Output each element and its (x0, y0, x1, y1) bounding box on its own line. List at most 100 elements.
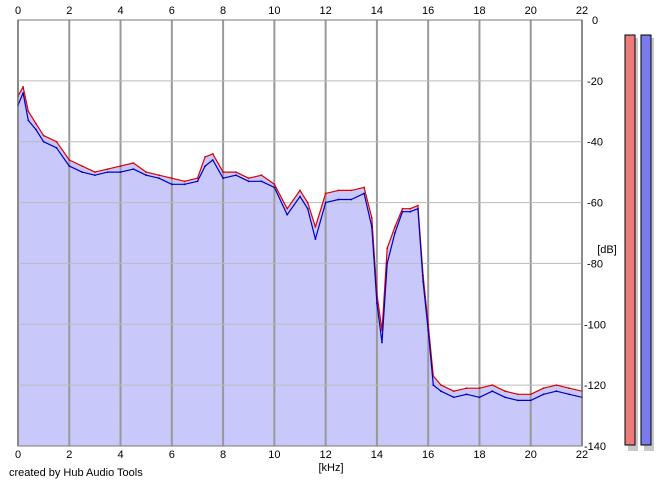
series-point (417, 207, 419, 210)
series-point (55, 146, 58, 149)
y-tick-label: -120 (584, 380, 606, 392)
series-point (394, 226, 396, 228)
series-point (106, 171, 109, 174)
series-point (196, 180, 199, 183)
plot-frame (17, 19, 583, 447)
series-point (204, 156, 207, 158)
series-point (337, 198, 340, 201)
series-point (247, 180, 250, 183)
series-point (409, 207, 412, 210)
footer-credit: created by Hub Audio Tools (9, 467, 143, 479)
x-tick-label-bottom: 16 (422, 449, 434, 461)
meter-left (624, 34, 636, 446)
x-tick-label-bottom: 10 (268, 449, 280, 461)
series-point (170, 183, 173, 186)
y-tick-label: -140 (584, 441, 606, 453)
series-point (555, 384, 558, 386)
spectrum-series (17, 86, 583, 402)
series-point (478, 396, 481, 399)
series-point (42, 140, 45, 143)
series-point (529, 399, 532, 402)
series-point (204, 165, 207, 168)
series-point (370, 226, 373, 228)
series-point (260, 174, 263, 177)
x-tick-label-top: 20 (525, 5, 537, 17)
series-point (417, 204, 419, 207)
series-point (22, 92, 24, 94)
x-axis-label: [kHz] (318, 462, 343, 474)
meter-right (640, 34, 652, 446)
x-tick-label-top: 12 (320, 5, 332, 17)
series-point (394, 232, 396, 234)
y-tick-label: -100 (584, 319, 606, 331)
series-point (491, 390, 494, 393)
x-tick-label-bottom: 8 (220, 449, 226, 461)
series-point (491, 384, 494, 386)
x-tick-label-bottom: 20 (525, 449, 537, 461)
series-point (94, 174, 96, 177)
series-point (422, 280, 424, 283)
x-tick-label-bottom: 18 (473, 449, 485, 461)
x-tick-label-bottom: 14 (371, 449, 383, 461)
series-point (465, 387, 468, 390)
tick-labels: 002244668810101212141416161818202022220-… (15, 5, 606, 461)
series-point (337, 189, 340, 192)
x-tick-label-top: 4 (117, 5, 123, 17)
series-point (35, 128, 37, 131)
series-point (273, 186, 276, 189)
x-tick-label-bottom: 4 (117, 449, 123, 461)
series-point (299, 189, 301, 192)
series-point (306, 201, 309, 204)
series-point (306, 207, 309, 210)
grid (17, 19, 583, 447)
series-point (568, 393, 571, 396)
spectrum-area (18, 86, 582, 447)
series-point (432, 384, 435, 386)
series-point (81, 165, 83, 168)
x-tick-label-top: 2 (66, 5, 72, 17)
series-point (542, 393, 545, 396)
x-tick-label-top: 10 (268, 5, 280, 17)
x-tick-label-top: 18 (473, 5, 485, 17)
series-point (183, 183, 186, 186)
series-point (363, 192, 365, 195)
series-point (247, 177, 250, 180)
series-point (222, 171, 225, 174)
series-point (517, 399, 519, 402)
series-point (81, 171, 83, 174)
series-point (170, 177, 173, 180)
series-point (409, 210, 412, 213)
series-point (286, 207, 289, 210)
series-point (22, 86, 24, 88)
series-point (427, 329, 430, 332)
spectrum-fill (18, 86, 582, 447)
x-tick-label-bottom: 12 (320, 449, 332, 461)
axes (17, 19, 583, 447)
x-tick-label-top: 22 (576, 5, 588, 17)
series-point (211, 153, 214, 155)
series-point (68, 165, 71, 168)
series-point (542, 387, 545, 390)
series-point (386, 247, 389, 250)
series-point (478, 387, 481, 390)
series-point (211, 159, 214, 161)
x-tick-label-top: 0 (15, 5, 21, 17)
x-tick-label-top: 14 (371, 5, 383, 17)
series-point (314, 226, 317, 228)
series-point (55, 140, 58, 143)
y-tick-label: -20 (587, 76, 603, 88)
series-point (94, 171, 96, 174)
x-tick-label-top: 8 (220, 5, 226, 17)
series-point (504, 396, 506, 399)
series-point (350, 189, 353, 192)
series-point (452, 396, 455, 399)
series-point (132, 168, 135, 171)
y-axis-label: [dB] (597, 244, 617, 256)
series-point (183, 180, 186, 183)
series-point (68, 159, 71, 161)
series-point (42, 134, 45, 137)
x-tick-label-bottom: 2 (66, 449, 72, 461)
series-point (350, 198, 353, 201)
series-point (235, 171, 237, 174)
